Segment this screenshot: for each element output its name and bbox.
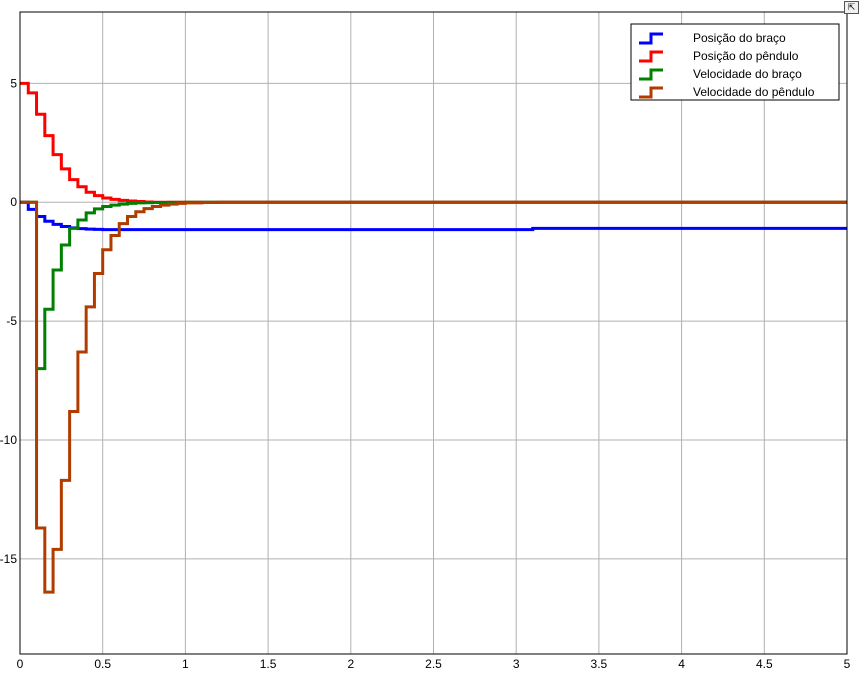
x-tick-label: 4.5 <box>756 657 773 671</box>
y-tick-label: -15 <box>0 552 17 566</box>
series-line-3 <box>20 200 847 594</box>
legend-label: Velocidade do braço <box>693 67 802 81</box>
legend-entry: Posição do braço <box>639 31 786 45</box>
legend: Posição do braço Posição do pêndulo Veloci… <box>630 23 840 101</box>
legend-box <box>630 23 840 101</box>
series-lines <box>20 81 847 594</box>
x-tick-label: 3.5 <box>591 657 608 671</box>
restore-axes-icon[interactable]: ⇱ <box>844 1 859 14</box>
legend-swatch <box>639 86 663 99</box>
legend-label: Posição do braço <box>693 31 786 45</box>
x-tick-label: 2 <box>347 657 354 671</box>
axes-frame <box>19 11 848 655</box>
legend-label: Posição do pêndulo <box>693 49 799 63</box>
x-tick-label: 4 <box>678 657 685 671</box>
legend-entry: Velocidade do braço <box>639 67 802 81</box>
y-tick-label: 0 <box>10 195 17 209</box>
x-tick-label: 2.5 <box>425 657 442 671</box>
legend-swatch <box>639 32 663 45</box>
series-line-2 <box>20 200 847 371</box>
x-tick-label: 3 <box>513 657 520 671</box>
series-line-1 <box>20 81 847 204</box>
x-tick-label: 5 <box>844 657 851 671</box>
legend-swatch <box>639 50 663 63</box>
legend-entry: Posição do pêndulo <box>639 49 799 63</box>
legend-label: Velocidade do pêndulo <box>693 85 815 99</box>
y-tick-label: -10 <box>0 433 17 447</box>
restore-axes-glyph: ⇱ <box>847 2 856 12</box>
x-tick-label: 1 <box>182 657 189 671</box>
x-tick-label: 0 <box>17 657 24 671</box>
y-tick-label: -5 <box>6 314 17 328</box>
legend-entry: Velocidade do pêndulo <box>639 85 815 99</box>
x-tick-label: 1.5 <box>260 657 277 671</box>
legend-swatch <box>639 68 663 81</box>
y-tick-label: 5 <box>10 76 17 90</box>
x-tick-label: 0.5 <box>94 657 111 671</box>
tick-labels: 0 0.5 1 1.5 2 2.5 3 3.5 4 4.5 5 5 0 -5 -10 -15 <box>0 76 851 671</box>
